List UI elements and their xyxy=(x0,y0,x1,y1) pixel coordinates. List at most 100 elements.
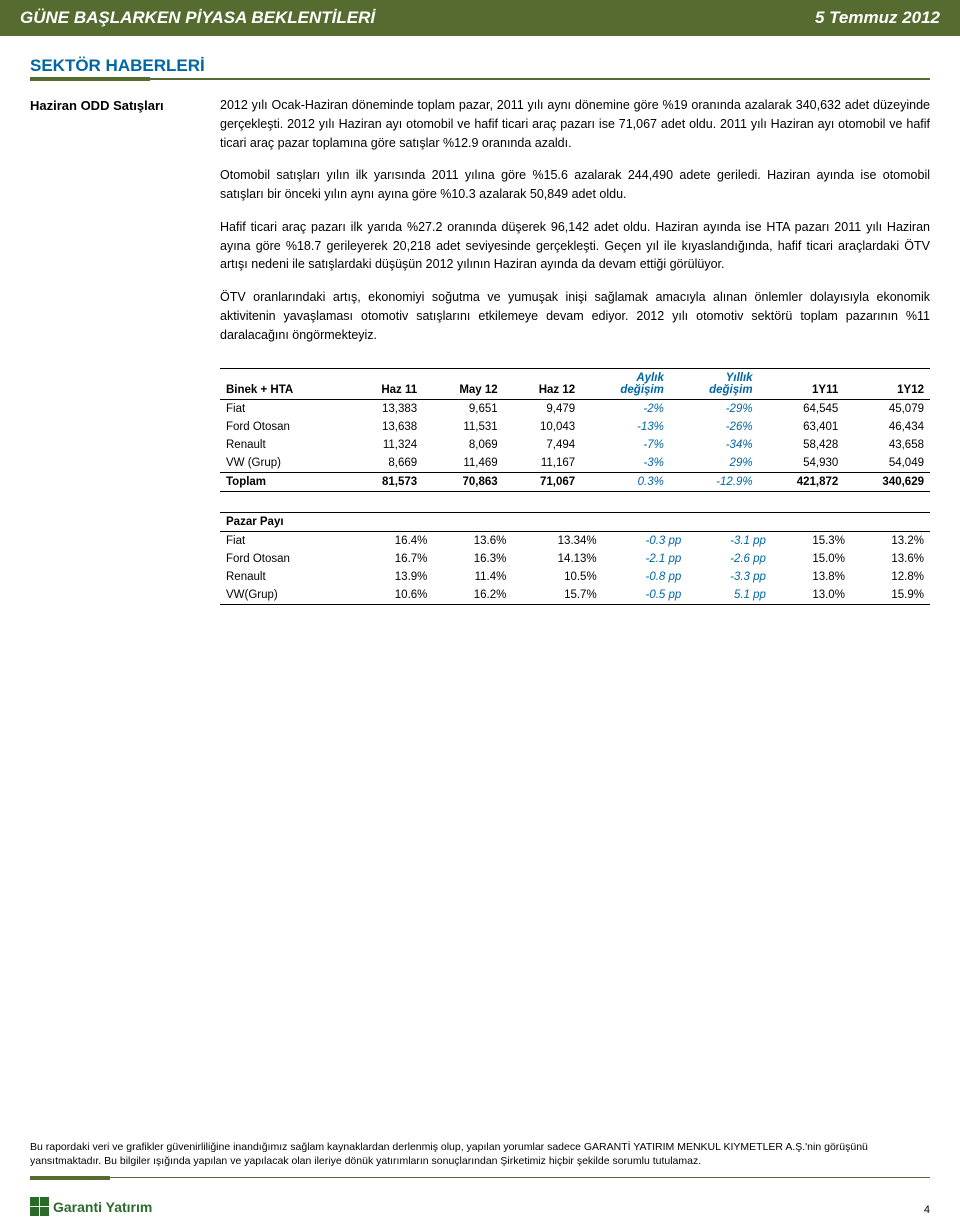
table-cell: 54,049 xyxy=(844,454,930,473)
table-cell: 13.9% xyxy=(354,568,433,586)
table-cell: 43,658 xyxy=(844,436,930,454)
table-cell: -0.8 pp xyxy=(603,568,688,586)
table-cell: 14.13% xyxy=(512,550,602,568)
table-cell: 11,531 xyxy=(423,418,504,436)
table-cell: 7,494 xyxy=(504,436,581,454)
table-header xyxy=(687,513,772,532)
table-cell: 54,930 xyxy=(759,454,845,473)
table-cell: 11,469 xyxy=(423,454,504,473)
table-cell: 58,428 xyxy=(759,436,845,454)
table-cell: -7% xyxy=(581,436,670,454)
content-area: Haziran ODD Satışları 2012 yılı Ocak-Haz… xyxy=(0,96,960,358)
footer-divider xyxy=(30,1177,930,1178)
table-cell: 13.34% xyxy=(512,532,602,551)
header-date: 5 Temmuz 2012 xyxy=(815,8,940,28)
table-header xyxy=(772,513,851,532)
table-header: 1Y12 xyxy=(844,369,930,400)
paragraph-3: Hafif ticari araç pazarı ilk yarıda %27.… xyxy=(220,218,930,274)
table-cell: 13,383 xyxy=(347,400,423,419)
table-cell: 15.3% xyxy=(772,532,851,551)
table-cell: -2.1 pp xyxy=(603,550,688,568)
table-row: VW (Grup)8,66911,46911,167-3%29%54,93054… xyxy=(220,454,930,473)
paragraph-2: Otomobil satışları yılın ilk yarısında 2… xyxy=(220,166,930,204)
table-cell: 70,863 xyxy=(423,473,504,492)
table-cell: 16.3% xyxy=(433,550,512,568)
table-cell: 13.8% xyxy=(772,568,851,586)
table-cell: 5.1 pp xyxy=(687,586,772,605)
brand-logo: Garanti Yatırım xyxy=(30,1197,152,1216)
table-header: Yıllıkdeğişim xyxy=(670,369,759,400)
table-header xyxy=(433,513,512,532)
table-cell: 9,479 xyxy=(504,400,581,419)
table-cell: 11,324 xyxy=(347,436,423,454)
table-cell: 16.2% xyxy=(433,586,512,605)
table-cell: -0.5 pp xyxy=(603,586,688,605)
table-cell: 45,079 xyxy=(844,400,930,419)
table-cell: -26% xyxy=(670,418,759,436)
table-cell: 10.5% xyxy=(512,568,602,586)
table-header xyxy=(603,513,688,532)
table-row: Ford Otosan16.7%16.3%14.13%-2.1 pp-2.6 p… xyxy=(220,550,930,568)
table-cell: 13.0% xyxy=(772,586,851,605)
table-cell: Renault xyxy=(220,568,354,586)
table-cell: -3.1 pp xyxy=(687,532,772,551)
table-cell: Fiat xyxy=(220,400,347,419)
header-bar: GÜNE BAŞLARKEN PİYASA BEKLENTİLERİ 5 Tem… xyxy=(0,0,960,36)
sales-table: Binek + HTAHaz 11May 12Haz 12Aylıkdeğişi… xyxy=(220,368,930,492)
table-header: May 12 xyxy=(423,369,504,400)
table-cell: Ford Otosan xyxy=(220,550,354,568)
table-cell: 13.6% xyxy=(851,550,930,568)
table-cell: 340,629 xyxy=(844,473,930,492)
table-cell: 13.2% xyxy=(851,532,930,551)
table-row: Renault13.9%11.4%10.5%-0.8 pp-3.3 pp13.8… xyxy=(220,568,930,586)
table-cell: 46,434 xyxy=(844,418,930,436)
table-cell: 8,669 xyxy=(347,454,423,473)
table-cell: Renault xyxy=(220,436,347,454)
table-row: VW(Grup)10.6%16.2%15.7%-0.5 pp5.1 pp13.0… xyxy=(220,586,930,605)
logo-icon xyxy=(30,1197,49,1216)
table-row: Fiat13,3839,6519,479-2%-29%64,54545,079 xyxy=(220,400,930,419)
table-cell: 13.6% xyxy=(433,532,512,551)
table-cell: 81,573 xyxy=(347,473,423,492)
table-header: Haz 12 xyxy=(504,369,581,400)
table-cell: VW(Grup) xyxy=(220,586,354,605)
table-cell: 11,167 xyxy=(504,454,581,473)
table-row: Fiat16.4%13.6%13.34%-0.3 pp-3.1 pp15.3%1… xyxy=(220,532,930,551)
table-cell: 16.7% xyxy=(354,550,433,568)
table-cell: -29% xyxy=(670,400,759,419)
table-cell: -34% xyxy=(670,436,759,454)
table-cell: 10,043 xyxy=(504,418,581,436)
table-total-row: Toplam81,57370,86371,0670.3%-12.9%421,87… xyxy=(220,473,930,492)
table-cell: 10.6% xyxy=(354,586,433,605)
table-header: Aylıkdeğişim xyxy=(581,369,670,400)
table-header: 1Y11 xyxy=(759,369,845,400)
table-cell: 0.3% xyxy=(581,473,670,492)
paragraph-1: 2012 yılı Ocak-Haziran döneminde toplam … xyxy=(220,96,930,152)
page-number: 4 xyxy=(924,1204,930,1216)
table-cell: -3.3 pp xyxy=(687,568,772,586)
table-cell: 11.4% xyxy=(433,568,512,586)
table-cell: 9,651 xyxy=(423,400,504,419)
table-cell: 12.8% xyxy=(851,568,930,586)
table-cell: 16.4% xyxy=(354,532,433,551)
table-cell: -2.6 pp xyxy=(687,550,772,568)
table-cell: -13% xyxy=(581,418,670,436)
table-cell: -3% xyxy=(581,454,670,473)
table-cell: Ford Otosan xyxy=(220,418,347,436)
disclaimer-text: Bu rapordaki veri ve grafikler güvenirli… xyxy=(30,1140,930,1168)
table-cell: 15.0% xyxy=(772,550,851,568)
table-header: Binek + HTA xyxy=(220,369,347,400)
table-cell: 15.9% xyxy=(851,586,930,605)
section-title: SEKTÖR HABERLERİ xyxy=(30,56,960,76)
table-row: Renault11,3248,0697,494-7%-34%58,42843,6… xyxy=(220,436,930,454)
table-cell: 63,401 xyxy=(759,418,845,436)
section-divider xyxy=(30,78,930,80)
table-cell: 64,545 xyxy=(759,400,845,419)
table-cell: -2% xyxy=(581,400,670,419)
table-cell: -12.9% xyxy=(670,473,759,492)
logo-text: Garanti Yatırım xyxy=(53,1199,152,1215)
body-text: 2012 yılı Ocak-Haziran döneminde toplam … xyxy=(220,96,930,358)
table-cell: Fiat xyxy=(220,532,354,551)
table-row: Ford Otosan13,63811,53110,043-13%-26%63,… xyxy=(220,418,930,436)
table-cell: 8,069 xyxy=(423,436,504,454)
